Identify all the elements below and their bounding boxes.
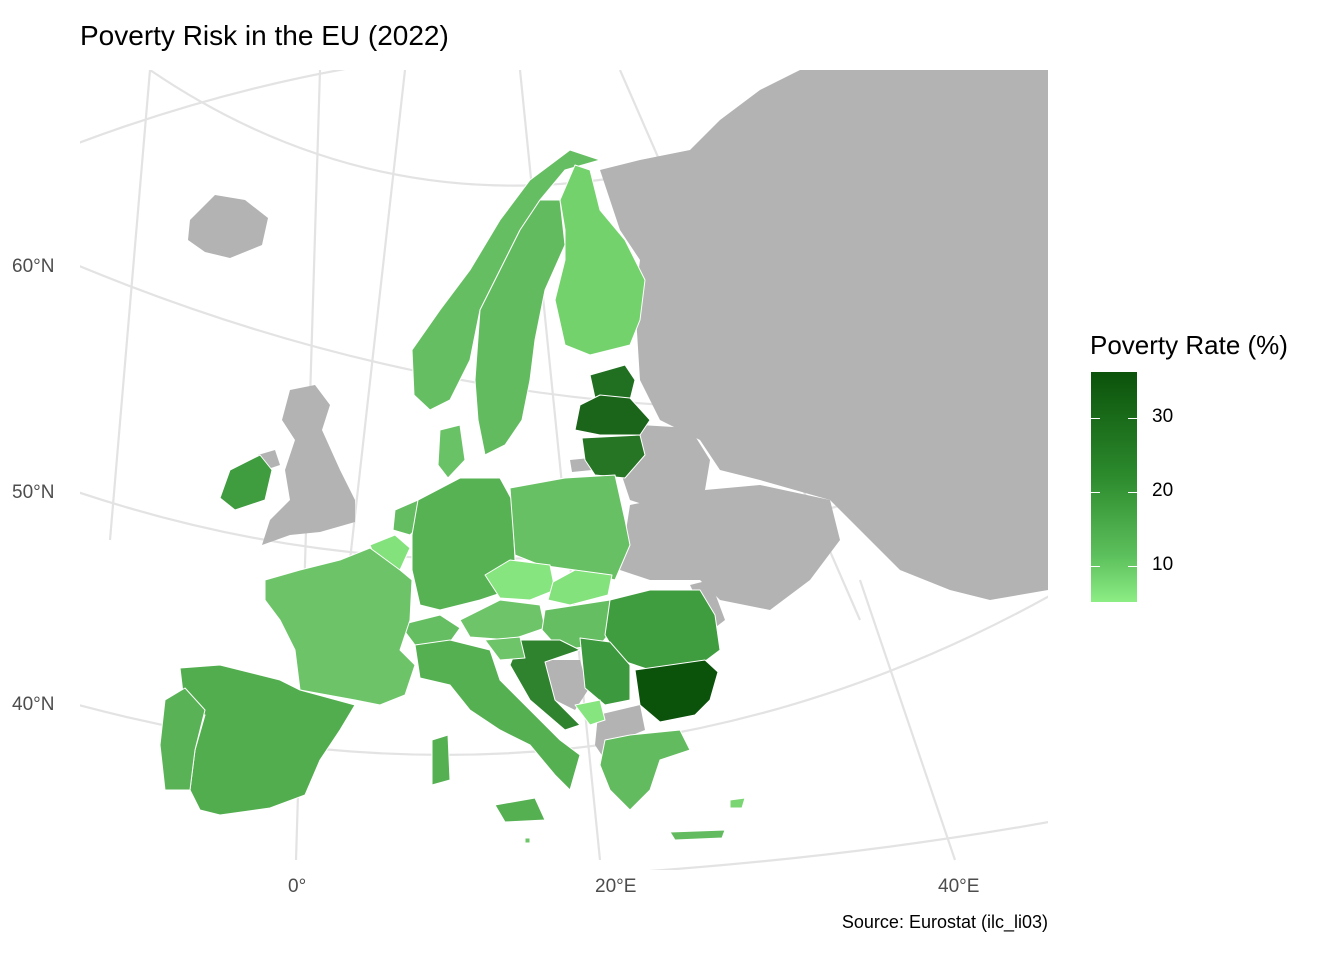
- lon-label: 0°: [288, 876, 306, 897]
- country-poland[interactable]: [509, 474, 631, 581]
- country-portugal[interactable]: [159, 687, 206, 791]
- legend-tick-mark: [1091, 418, 1100, 420]
- country-cyprus[interactable]: [729, 797, 746, 809]
- country-lithuania[interactable]: [581, 434, 646, 479]
- legend-tick-mark: [1091, 492, 1100, 494]
- country-italy[interactable]: [414, 639, 581, 791]
- country-estonia[interactable]: [589, 364, 636, 401]
- country-malta[interactable]: [524, 837, 531, 844]
- bosnia-nodata-region: [545, 660, 588, 710]
- country-ireland[interactable]: [219, 454, 273, 511]
- lat-label: 60°N: [12, 256, 54, 277]
- country-montenegro[interactable]: [574, 699, 606, 726]
- ukraine-nodata-region: [620, 485, 840, 610]
- lon-axis: 0° 20°E 40°E: [288, 876, 979, 897]
- iceland-nodata-region: [188, 195, 268, 258]
- country-croatia[interactable]: [509, 639, 581, 731]
- graticule-30n: [648, 821, 1048, 870]
- lat-label: 40°N: [12, 694, 54, 715]
- country-bulgaria[interactable]: [634, 659, 719, 723]
- country-crete[interactable]: [669, 829, 726, 841]
- country-spain[interactable]: [179, 664, 356, 816]
- nodata-land: [188, 70, 1048, 760]
- legend-title: Poverty Rate (%): [1090, 330, 1288, 360]
- country-slovenia[interactable]: [484, 636, 526, 661]
- country-denmark[interactable]: [437, 424, 466, 479]
- lon-label: 40°E: [938, 876, 979, 897]
- lat-label: 50°N: [12, 482, 54, 503]
- country-switzerland[interactable]: [399, 614, 461, 646]
- russia-nodata-region: [600, 70, 1048, 600]
- country-slovakia[interactable]: [547, 569, 613, 606]
- country-sicily[interactable]: [494, 797, 546, 823]
- legend-colorbar: [1091, 372, 1137, 602]
- source-caption: Source: Eurostat (ilc_li03): [841, 912, 1048, 932]
- country-serbia[interactable]: [579, 637, 631, 706]
- legend-tick-mark: [1128, 418, 1137, 420]
- legend-tick-label: 10: [1152, 554, 1174, 575]
- legend-tick-mark: [1091, 566, 1100, 568]
- country-austria[interactable]: [459, 599, 546, 641]
- great-britain-nodata-region: [262, 385, 355, 545]
- legend-tick-mark: [1128, 492, 1137, 494]
- choropleth-map: 60°N 50°N 40°N 0° 20°E 40°E: [12, 70, 1048, 897]
- legend-tick-label: 20: [1152, 480, 1174, 501]
- graticule-10w: [108, 70, 152, 541]
- map-title: Poverty Risk in the EU (2022): [80, 20, 449, 51]
- graticule-40e: [858, 579, 957, 861]
- graticule-10e: [348, 70, 407, 561]
- country-sardinia[interactable]: [431, 734, 451, 786]
- legend-tick-mark: [1128, 566, 1137, 568]
- eu-countries: [159, 149, 746, 844]
- country-france[interactable]: [264, 547, 416, 706]
- country-finland[interactable]: [554, 164, 646, 356]
- lon-label: 20°E: [595, 876, 636, 897]
- graticule-70n: [80, 70, 870, 144]
- country-sweden[interactable]: [474, 199, 566, 456]
- country-greece[interactable]: [599, 729, 691, 811]
- lat-axis: 60°N 50°N 40°N: [12, 256, 54, 715]
- legend-tick-label: 30: [1152, 406, 1174, 427]
- country-latvia[interactable]: [574, 394, 651, 436]
